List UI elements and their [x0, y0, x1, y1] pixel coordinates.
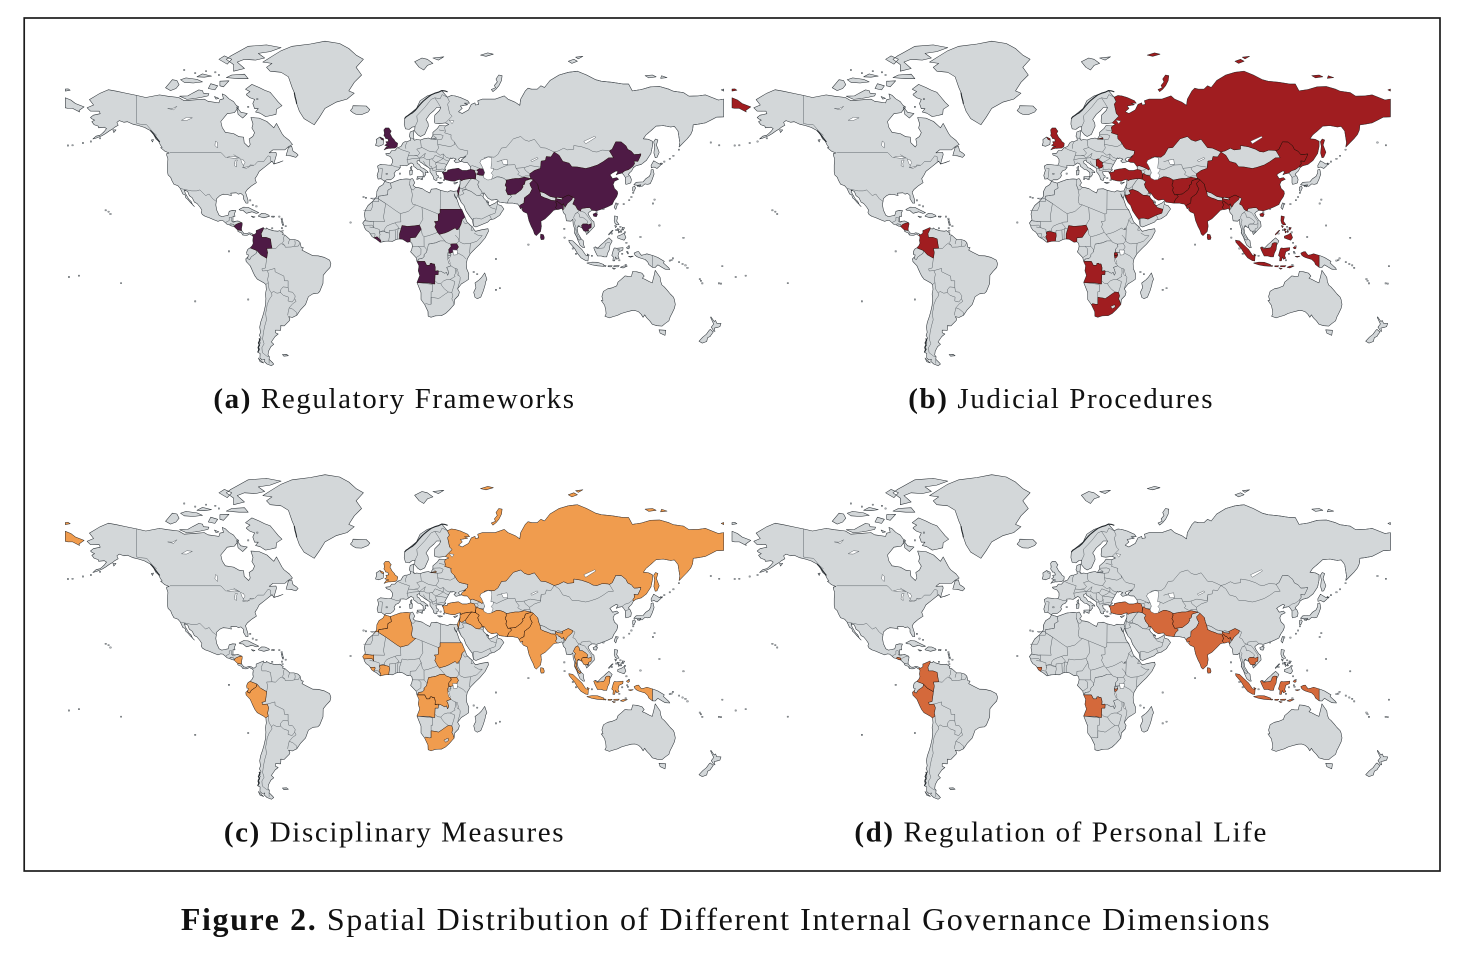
svg-text:(c) Disciplinary Measures: (c) Disciplinary Measures	[224, 817, 565, 849]
svg-text:Figure 2. Spatial Distribution: Figure 2. Spatial Distribution of Differ…	[181, 901, 1271, 937]
svg-text:(a) Regulatory Frameworks: (a) Regulatory Frameworks	[213, 383, 575, 415]
svg-text:(d) Regulation of Personal Lif: (d) Regulation of Personal Life	[854, 817, 1268, 849]
svg-text:(b) Judicial Procedures: (b) Judicial Procedures	[908, 383, 1214, 415]
